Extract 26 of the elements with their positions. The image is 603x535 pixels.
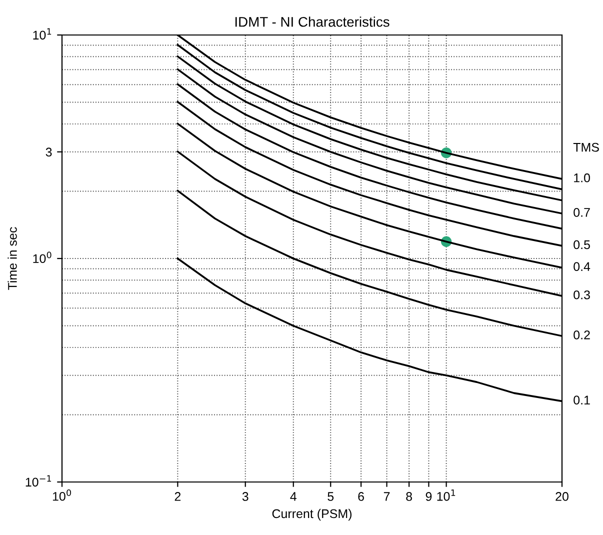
x-tick-label: 3: [242, 492, 248, 501]
x-tick-label: 8: [406, 492, 412, 501]
x-tick-label: 10$^{0}$: [52, 489, 72, 501]
x-tick-label: 2: [174, 492, 181, 501]
series-label: 0.4: [574, 262, 590, 272]
series-label: 0.3: [574, 290, 590, 300]
text: TMS: [573, 142, 599, 152]
y-tick-label: 3: [46, 148, 52, 157]
x-tick-label: 9: [426, 492, 432, 501]
x-tick-label: 5: [328, 492, 334, 501]
y-axis-title: Time in sec: [8, 227, 17, 290]
chart-title: IDMT - NI Characteristics: [235, 16, 390, 27]
x-tick-label: 6: [358, 492, 364, 501]
series-label: 0.7: [574, 208, 590, 217]
series-label: 0.1: [574, 396, 590, 405]
y-tick-label: 10$^{−1}$: [26, 475, 52, 487]
x-axis-title: Current (PSM): [272, 508, 352, 521]
x-tick-label: 10$^{1}$: [437, 490, 456, 501]
y-tick-label: 10$^{0}$: [33, 252, 52, 264]
x-tick-label: 4: [290, 492, 296, 501]
series-label: 0.5: [574, 240, 590, 250]
series-label: 0.2: [574, 330, 590, 340]
y-tick-label: 10$^{1}$: [33, 28, 52, 40]
x-tick-label: 20: [556, 492, 568, 501]
x-tick-label: 7: [384, 492, 390, 501]
series-label: 1.0: [574, 173, 590, 182]
